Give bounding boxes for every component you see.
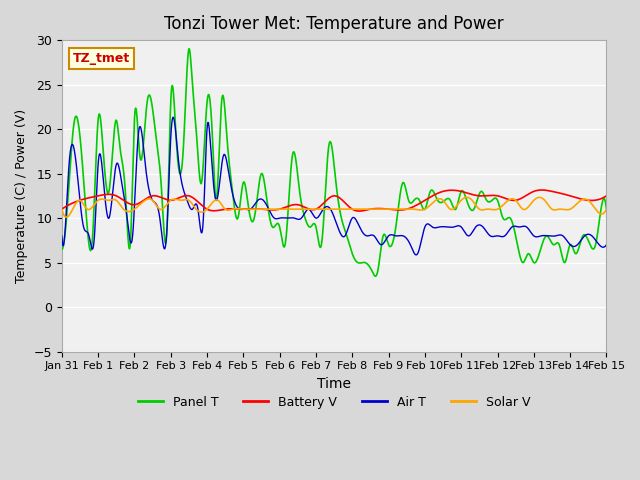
Title: Tonzi Tower Met: Temperature and Power: Tonzi Tower Met: Temperature and Power [164,15,504,33]
Text: TZ_tmet: TZ_tmet [73,52,130,65]
Y-axis label: Temperature (C) / Power (V): Temperature (C) / Power (V) [15,109,28,283]
Legend: Panel T, Battery V, Air T, Solar V: Panel T, Battery V, Air T, Solar V [132,391,536,414]
X-axis label: Time: Time [317,377,351,391]
